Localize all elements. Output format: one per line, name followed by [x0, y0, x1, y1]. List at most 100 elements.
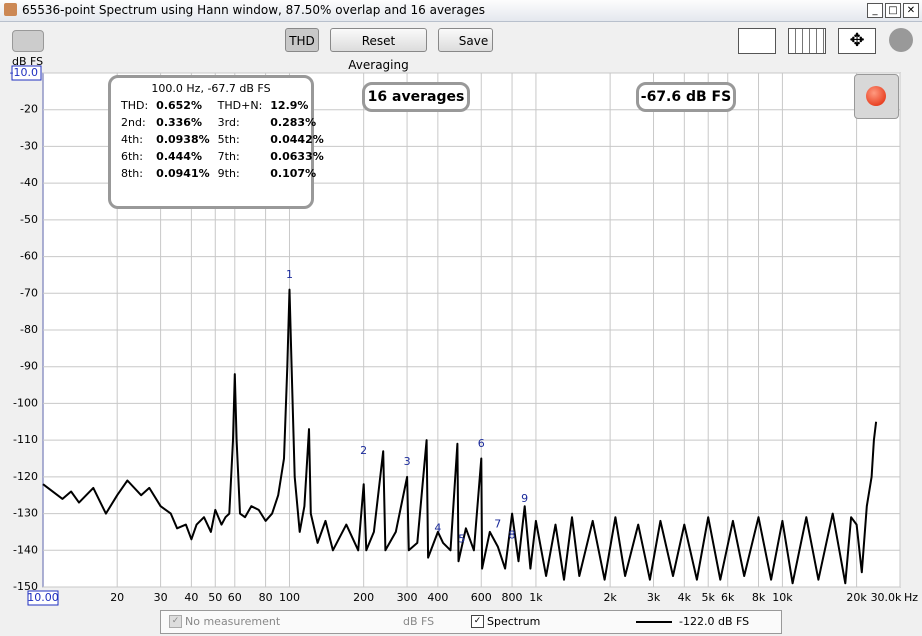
y-tick-label: -140: [13, 543, 38, 556]
harmonic-marker: 2: [360, 444, 367, 457]
y-tick-label: -90: [20, 360, 38, 373]
title-bar: 65536-point Spectrum using Hann window, …: [0, 0, 922, 22]
info-value: 0.0633%: [270, 150, 324, 163]
harmonic-marker: 9: [521, 492, 528, 505]
y-tick-label: -10.0: [10, 66, 38, 79]
x-tick-label: 80: [259, 591, 273, 604]
tick-highlight: [11, 65, 42, 81]
y-tick-label: -20: [20, 103, 38, 116]
x-tick-label: 300: [397, 591, 418, 604]
spectrum-line: [42, 288, 878, 585]
series-legend-label: Spectrum: [487, 615, 541, 628]
info-row: 6th: 0.444% 7th: 0.0633%: [117, 148, 328, 165]
harmonics-table: THD: 0.652% THD+N: 12.9% 2nd: 0.336% 3rd: 0.283…: [117, 97, 328, 182]
legend-swatch: [636, 621, 672, 623]
x-tick-label: 5k: [702, 591, 716, 604]
info-key: 7th:: [217, 150, 240, 163]
x-tick-label: 30: [154, 591, 168, 604]
y-tick-label: -60: [20, 250, 38, 263]
info-key: 3rd:: [217, 116, 240, 129]
y-axis-label: dB FS: [12, 55, 43, 68]
harmonic-marker: 3: [404, 455, 411, 468]
grid-button[interactable]: [788, 28, 826, 54]
thd-info-box: 100.0 Hz, -67.7 dB FS THD: 0.652% THD+N: 12…: [108, 75, 324, 209]
info-value: 0.0941%: [156, 167, 210, 180]
info-value: 0.107%: [270, 167, 317, 180]
x-tick-label: 6k: [721, 591, 735, 604]
layout-button[interactable]: [738, 28, 776, 54]
info-value: 0.652%: [156, 99, 202, 112]
maximize-button[interactable]: □: [885, 3, 901, 18]
x-tick-label: 800: [502, 591, 523, 604]
info-row: 4th: 0.0938% 5th: 0.0442%: [117, 131, 328, 148]
x-tick-label: 2k: [603, 591, 617, 604]
x-tick-label: 400: [427, 591, 448, 604]
x-tick-label: 10k: [772, 591, 793, 604]
x-tick-label: 600: [471, 591, 492, 604]
info-key: 2nd:: [121, 116, 146, 129]
x-tick-label: 50: [208, 591, 222, 604]
info-key: 9th:: [217, 167, 240, 180]
info-value: 0.0938%: [156, 133, 210, 146]
y-tick-label: -40: [20, 176, 38, 189]
close-button[interactable]: ✕: [903, 3, 919, 18]
legend: ✓ No measurement dB FS ✓ Spectrum -122.0…: [160, 610, 782, 634]
y-tick-label: -120: [13, 470, 38, 483]
info-row: 8th: 0.0941% 9th: 0.107%: [117, 165, 328, 182]
y-tick-label: -130: [13, 507, 38, 520]
x-axis-label: Hz: [904, 591, 918, 604]
legend-unit: dB FS: [403, 615, 435, 628]
y-tick-label: -100: [13, 396, 38, 409]
info-key: THD+N:: [217, 99, 263, 112]
info-value: 0.444%: [156, 150, 202, 163]
y-tick-label: -50: [20, 213, 38, 226]
harmonic-marker: 5: [458, 532, 465, 545]
thd-button[interactable]: THD: [285, 28, 319, 52]
info-key: 8th:: [121, 167, 143, 180]
x-tick-label: 100: [279, 591, 300, 604]
averages-box: 16 averages: [362, 82, 470, 112]
harmonic-marker: 6: [478, 437, 485, 450]
x-tick-label: 3k: [647, 591, 661, 604]
info-key: 6th:: [121, 150, 143, 163]
camera-button[interactable]: [12, 30, 44, 52]
info-key: 4th:: [121, 133, 143, 146]
legend-readout: -122.0 dB FS: [679, 615, 750, 628]
harmonic-marker: 7: [494, 518, 501, 531]
info-key: THD:: [121, 99, 149, 112]
reset-averaging-button[interactable]: Reset Averaging: [330, 28, 427, 72]
y-tick-label: -30: [20, 139, 38, 152]
info-value: 0.283%: [270, 116, 317, 129]
tick-highlight: [27, 590, 59, 606]
window-title: 65536-point Spectrum using Hann window, …: [22, 3, 485, 17]
save-button[interactable]: Save: [438, 28, 493, 52]
info-value: 12.9%: [270, 99, 309, 112]
x-tick-label: 20k: [846, 591, 867, 604]
minimize-button[interactable]: _: [867, 3, 883, 18]
x-tick-label: 60: [228, 591, 242, 604]
zoom-button[interactable]: ✥: [838, 28, 876, 54]
window-controls: _ □ ✕: [867, 3, 919, 18]
y-tick-label: -150: [13, 580, 38, 593]
x-tick-label: 20: [110, 591, 124, 604]
x-tick-label: 40: [184, 591, 198, 604]
x-tick-label: 4k: [678, 591, 692, 604]
y-tick-label: -70: [20, 286, 38, 299]
level-box: -67.6 dB FS: [636, 82, 736, 112]
harmonic-marker: 8: [509, 529, 516, 542]
info-row: THD: 0.652% THD+N: 12.9%: [117, 97, 328, 114]
harmonic-marker: 1: [286, 268, 293, 281]
no-measurement-checkbox[interactable]: ✓: [169, 615, 182, 628]
info-row: 2nd: 0.336% 3rd: 0.283%: [117, 114, 328, 131]
info-header: 100.0 Hz, -67.7 dB FS: [151, 82, 271, 95]
record-button[interactable]: [854, 74, 899, 119]
x-tick-label: 8k: [752, 591, 766, 604]
harmonic-marker: 4: [434, 521, 441, 534]
settings-button[interactable]: [889, 28, 913, 52]
no-measurement-label: No measurement: [185, 615, 281, 628]
x-tick-label: 1k: [529, 591, 543, 604]
x-tick-label: 10.00: [27, 591, 59, 604]
spectrum-checkbox[interactable]: ✓: [471, 615, 484, 628]
